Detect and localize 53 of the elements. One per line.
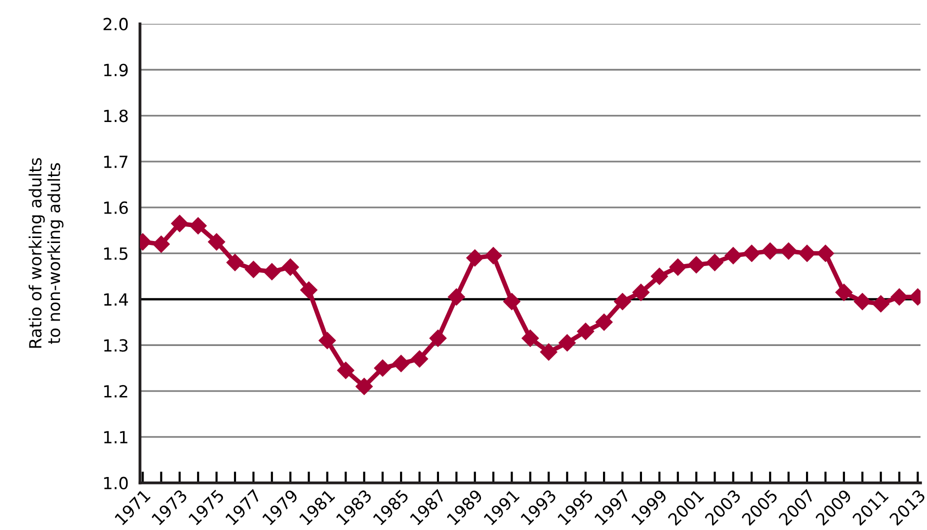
point (282, 258, 299, 276)
point (816, 244, 834, 262)
y-axis-title: Ratio of working adults to non-working adults (28, 158, 64, 348)
y-tick-label: 1.5 (104, 248, 128, 260)
point (226, 254, 244, 272)
point (890, 288, 908, 306)
point (798, 244, 816, 262)
point (503, 292, 520, 310)
y-tick-label: 1.8 (104, 110, 128, 122)
point (835, 284, 852, 301)
point (374, 360, 392, 377)
point (190, 217, 207, 234)
point (208, 233, 226, 250)
point (484, 247, 502, 264)
point (152, 236, 170, 253)
point (688, 256, 705, 274)
point (743, 244, 760, 262)
point (872, 295, 890, 312)
point (577, 322, 594, 340)
point (392, 354, 410, 372)
y-tick-label: 1.9 (104, 64, 128, 76)
point (466, 249, 484, 266)
y-tick-label: 1.4 (104, 293, 128, 306)
point (558, 334, 576, 352)
y-tick-label: 1.7 (104, 156, 128, 168)
point (854, 292, 871, 310)
y-tick-label: 1.3 (104, 339, 128, 352)
point (263, 263, 280, 280)
y-tick-label: 1.0 (104, 476, 128, 490)
point (522, 330, 539, 347)
point (540, 343, 558, 361)
point (724, 247, 742, 264)
point (669, 258, 686, 276)
point (614, 292, 632, 310)
point (244, 260, 262, 278)
y-tick-label: 1.6 (104, 201, 128, 214)
point (171, 214, 188, 232)
point (429, 330, 447, 347)
point (318, 332, 336, 350)
y-tick-label: 2.0 (104, 18, 128, 30)
point (632, 284, 650, 301)
point (410, 350, 428, 368)
point (596, 314, 613, 331)
point (650, 268, 668, 285)
point (706, 254, 724, 272)
y-tick-label: 1.1 (104, 431, 128, 444)
point (780, 242, 798, 260)
point (448, 288, 465, 306)
point (337, 362, 354, 379)
y-tick-label: 1.2 (104, 384, 128, 398)
point (300, 282, 318, 299)
point (356, 378, 373, 395)
point (762, 242, 779, 260)
